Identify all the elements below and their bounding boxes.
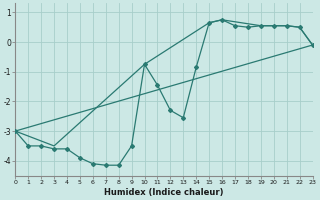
X-axis label: Humidex (Indice chaleur): Humidex (Indice chaleur) [104, 188, 224, 197]
